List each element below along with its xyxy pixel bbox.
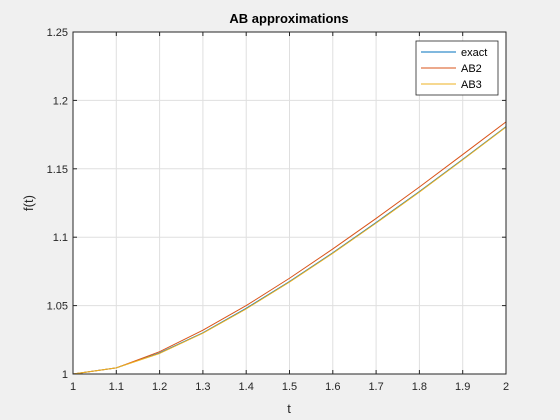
y-tick-label: 1.1 [53, 232, 68, 244]
y-tick-label: 1.05 [47, 301, 68, 313]
series-line-ab2 [72, 121, 507, 375]
x-tick-label: 2 [503, 381, 509, 393]
x-tick-labels: 1 1.1 1.2 1.3 1.4 1.5 1.6 1.7 1.8 1.9 2 [70, 381, 509, 393]
x-tick-label: 1.3 [195, 381, 210, 393]
x-tick-label: 1.8 [412, 381, 427, 393]
x-tick-label: 1 [70, 381, 76, 393]
axes-box [72, 31, 507, 375]
y-tick-label: 1.25 [47, 27, 68, 39]
x-tick-label: 1.9 [455, 381, 470, 393]
x-tick-label: 1.7 [368, 381, 383, 393]
x-tick-label: 1.4 [239, 381, 254, 393]
y-tick-labels: 1 1.05 1.1 1.15 1.2 1.25 [47, 27, 68, 381]
y-tick-label: 1.2 [53, 95, 68, 107]
x-tick-label: 1.5 [282, 381, 297, 393]
series-lines [72, 121, 507, 375]
y-tick-label: 1 [62, 369, 68, 381]
legend: exact AB2 AB3 [415, 40, 499, 96]
y-axis-label: f(t) [21, 195, 36, 211]
x-tick-label: 1.6 [325, 381, 340, 393]
series-line-ab3 [72, 126, 507, 375]
legend-label-ab2: AB2 [461, 63, 482, 75]
legend-label-exact: exact [461, 47, 487, 59]
x-axis-label: t [287, 401, 291, 416]
y-tick-label: 1.15 [47, 164, 68, 176]
legend-label-ab3: AB3 [461, 79, 482, 91]
x-tick-label: 1.2 [152, 381, 167, 393]
chart-title: AB approximations [229, 11, 348, 26]
x-tick-label: 1.1 [109, 381, 124, 393]
